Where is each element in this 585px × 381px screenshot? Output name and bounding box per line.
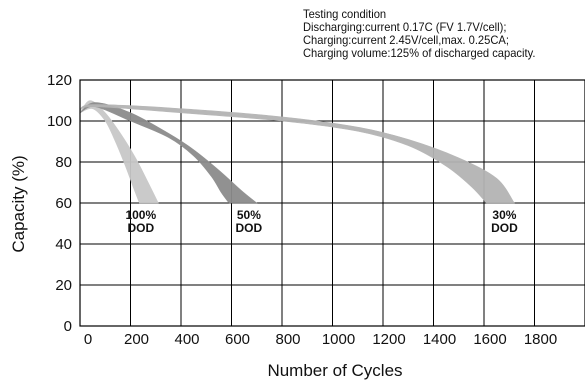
band-label: DOD xyxy=(127,221,154,235)
band-series-3 xyxy=(79,104,515,204)
band-series-1 xyxy=(79,100,159,204)
testing-condition: Testing condition Discharging:current 0.… xyxy=(303,8,535,60)
testing-condition-title: Testing condition xyxy=(303,7,387,21)
band-label: DOD xyxy=(236,221,263,235)
y-tick-label: 0 xyxy=(64,318,72,335)
x-axis-title: Number of Cycles xyxy=(267,361,402,380)
x-tick-label: 1200 xyxy=(372,331,405,348)
x-tick-label: 0 xyxy=(84,331,92,348)
x-tick-label: 800 xyxy=(275,331,300,348)
testing-condition-line: Charging:current 2.45V/cell,max. 0.25CA; xyxy=(303,33,509,47)
testing-condition-line: Discharging:current 0.17C (FV 1.7V/cell)… xyxy=(303,20,507,34)
y-tick-label: 80 xyxy=(55,154,72,171)
grid xyxy=(80,80,585,326)
x-tick-label: 600 xyxy=(225,331,250,348)
band-label: 30% xyxy=(492,208,516,222)
band-label: 100% xyxy=(125,208,156,222)
y-tick-label: 20 xyxy=(55,277,72,294)
x-tick-label: 1400 xyxy=(423,331,456,348)
testing-condition-line: Charging volume:125% of discharged capac… xyxy=(303,46,536,60)
x-tick-label: 1600 xyxy=(473,331,506,348)
y-tick-label: 120 xyxy=(47,72,72,89)
band-series-2 xyxy=(79,102,258,204)
x-tick-label: 1000 xyxy=(322,331,355,348)
band-label: 50% xyxy=(237,208,261,222)
bands xyxy=(79,100,515,204)
tick-labels: 0 200 400 600 800 1000 1200 1400 1600 1800 0 20 40 60… xyxy=(47,72,557,348)
band-label: DOD xyxy=(491,221,518,235)
x-tick-label: 1800 xyxy=(524,331,557,348)
y-tick-label: 100 xyxy=(47,113,72,130)
y-axis-title: Capacity (%) xyxy=(9,155,28,252)
plot-border xyxy=(79,79,585,327)
x-tick-label: 400 xyxy=(174,331,199,348)
x-tick-label: 200 xyxy=(124,331,149,348)
y-tick-label: 40 xyxy=(55,236,72,253)
y-tick-label: 60 xyxy=(55,195,72,212)
plot-frame xyxy=(79,79,585,327)
